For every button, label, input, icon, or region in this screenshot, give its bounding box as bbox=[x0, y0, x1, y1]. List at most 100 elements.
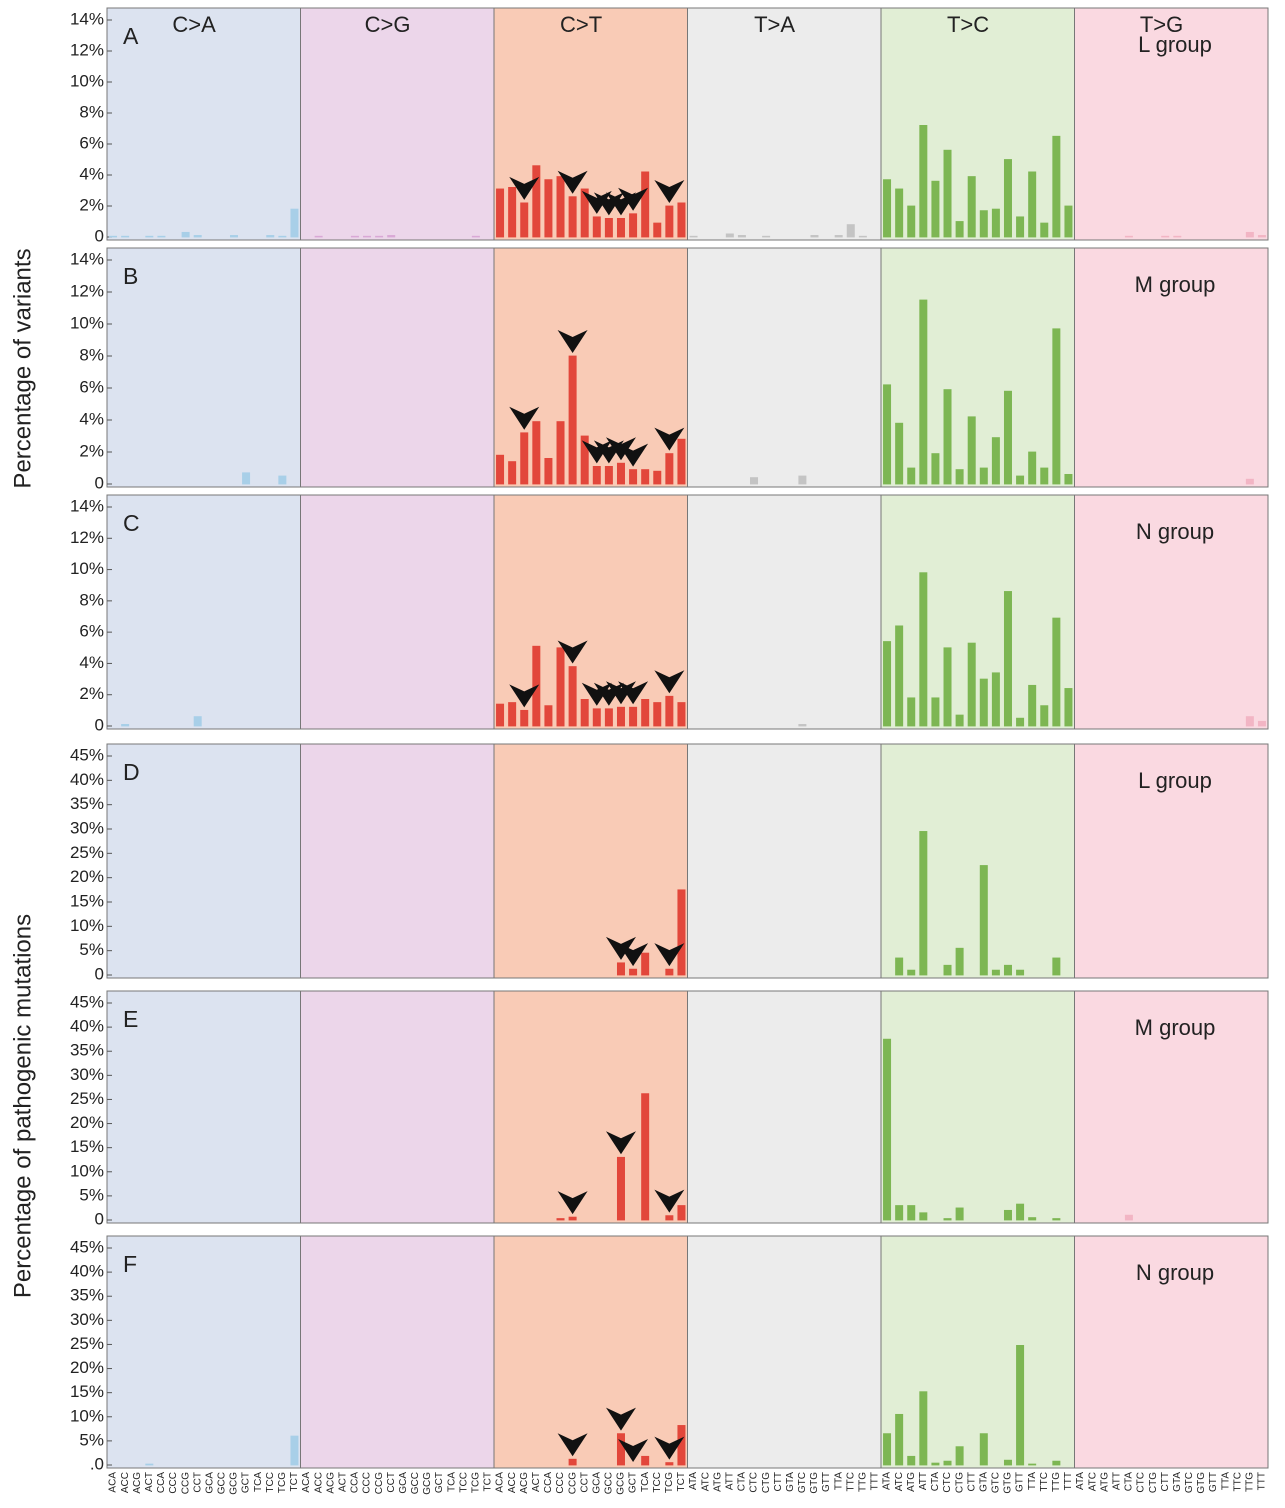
bar bbox=[193, 235, 202, 238]
x-tick-label: ACC bbox=[313, 1472, 324, 1493]
x-tick-label: GTC bbox=[797, 1472, 808, 1493]
x-tick-label: GCG bbox=[422, 1472, 433, 1495]
y-tick-label: 25% bbox=[70, 843, 104, 862]
y-tick-label: 0 bbox=[95, 1209, 104, 1228]
bar bbox=[629, 213, 638, 238]
bar bbox=[943, 1218, 952, 1221]
bar bbox=[834, 235, 843, 238]
bar bbox=[895, 1205, 904, 1221]
x-tick-label: CTT bbox=[773, 1472, 784, 1491]
bar bbox=[943, 1460, 952, 1466]
bar bbox=[1003, 390, 1012, 485]
bar bbox=[1052, 135, 1061, 238]
x-tick-label: GTA bbox=[978, 1472, 989, 1492]
x-tick-label: ATC bbox=[894, 1472, 905, 1491]
bar bbox=[641, 1093, 650, 1221]
x-tick-label: TCG bbox=[471, 1472, 482, 1493]
group-label: N group bbox=[1136, 519, 1214, 544]
bar bbox=[532, 421, 541, 485]
x-tick-label: ACA bbox=[301, 1472, 312, 1493]
bar bbox=[508, 186, 517, 238]
y-axis-label: Percentage of pathogenic mutations bbox=[9, 914, 36, 1298]
bar bbox=[1052, 1218, 1061, 1221]
bar bbox=[955, 947, 964, 976]
section-background bbox=[300, 247, 495, 488]
bar bbox=[677, 889, 686, 976]
y-tick-label: 5% bbox=[79, 1185, 104, 1204]
bar bbox=[1245, 231, 1254, 238]
arrow-marker bbox=[581, 190, 612, 214]
bar bbox=[387, 235, 396, 238]
bar bbox=[1257, 720, 1266, 727]
x-tick-label: TCC bbox=[458, 1472, 469, 1493]
mutation-type: T>A bbox=[754, 12, 795, 37]
bar bbox=[496, 454, 505, 485]
bar bbox=[568, 1216, 577, 1221]
x-tick-label: ACT bbox=[144, 1472, 155, 1492]
bar bbox=[955, 469, 964, 485]
bar bbox=[895, 1413, 904, 1466]
group-label: L group bbox=[1138, 768, 1212, 793]
x-tick-label: TTG bbox=[858, 1472, 869, 1492]
group-label: L group bbox=[1138, 32, 1212, 57]
bar bbox=[907, 1205, 916, 1221]
bar bbox=[931, 453, 940, 485]
bar bbox=[895, 957, 904, 976]
y-tick-label: 10% bbox=[70, 1406, 104, 1425]
x-tick-label: TTG bbox=[1245, 1472, 1256, 1492]
bar bbox=[955, 714, 964, 727]
x-tick-label: TCT bbox=[483, 1472, 494, 1491]
x-tick-label: GCG bbox=[616, 1472, 627, 1495]
bar bbox=[616, 962, 625, 976]
section-background bbox=[106, 990, 301, 1224]
bar bbox=[580, 699, 589, 727]
bar bbox=[967, 176, 976, 238]
arrow-marker bbox=[557, 1433, 588, 1457]
bar bbox=[907, 697, 916, 727]
bar bbox=[109, 235, 118, 238]
arrow-marker bbox=[618, 443, 649, 467]
x-tick-label: TCT bbox=[289, 1472, 300, 1491]
x-tick-label: TTC bbox=[845, 1472, 856, 1491]
panel-letter: D bbox=[123, 759, 140, 785]
section-background bbox=[493, 990, 688, 1224]
bar bbox=[665, 1215, 674, 1221]
section-background bbox=[300, 743, 495, 979]
bar bbox=[1003, 1459, 1012, 1466]
bar bbox=[1124, 235, 1133, 238]
arrow-marker bbox=[557, 170, 588, 194]
x-tick-label: CTA bbox=[737, 1472, 748, 1492]
bar bbox=[1040, 222, 1049, 238]
x-tick-label: CCC bbox=[168, 1472, 179, 1494]
arrow-marker bbox=[605, 437, 636, 461]
bar bbox=[568, 1458, 577, 1466]
bar bbox=[991, 208, 1000, 238]
section-background bbox=[1074, 990, 1269, 1224]
section-background bbox=[1074, 494, 1269, 730]
arrow-marker bbox=[618, 681, 649, 705]
y-tick-label: 15% bbox=[70, 1137, 104, 1156]
x-tick-label: ACA bbox=[495, 1472, 506, 1493]
bar bbox=[895, 188, 904, 238]
bar bbox=[1028, 684, 1037, 727]
bar bbox=[1016, 969, 1025, 976]
bar bbox=[991, 969, 1000, 976]
bar bbox=[157, 235, 166, 238]
bar bbox=[641, 699, 650, 727]
bar bbox=[883, 179, 892, 238]
bar bbox=[931, 697, 940, 727]
arrow-marker bbox=[605, 1407, 636, 1431]
x-tick-label: TTG bbox=[1051, 1472, 1062, 1492]
arrow-marker bbox=[654, 1189, 685, 1213]
bar bbox=[1016, 717, 1025, 727]
panel-letter: C bbox=[123, 510, 140, 536]
bar bbox=[363, 235, 372, 238]
bar bbox=[677, 1425, 686, 1466]
section-background bbox=[300, 990, 495, 1224]
bar bbox=[737, 235, 746, 238]
bar bbox=[508, 461, 517, 485]
bar bbox=[568, 666, 577, 727]
x-tick-label: CTC bbox=[749, 1472, 760, 1493]
y-tick-label: 6% bbox=[79, 622, 104, 641]
bar bbox=[919, 572, 928, 727]
